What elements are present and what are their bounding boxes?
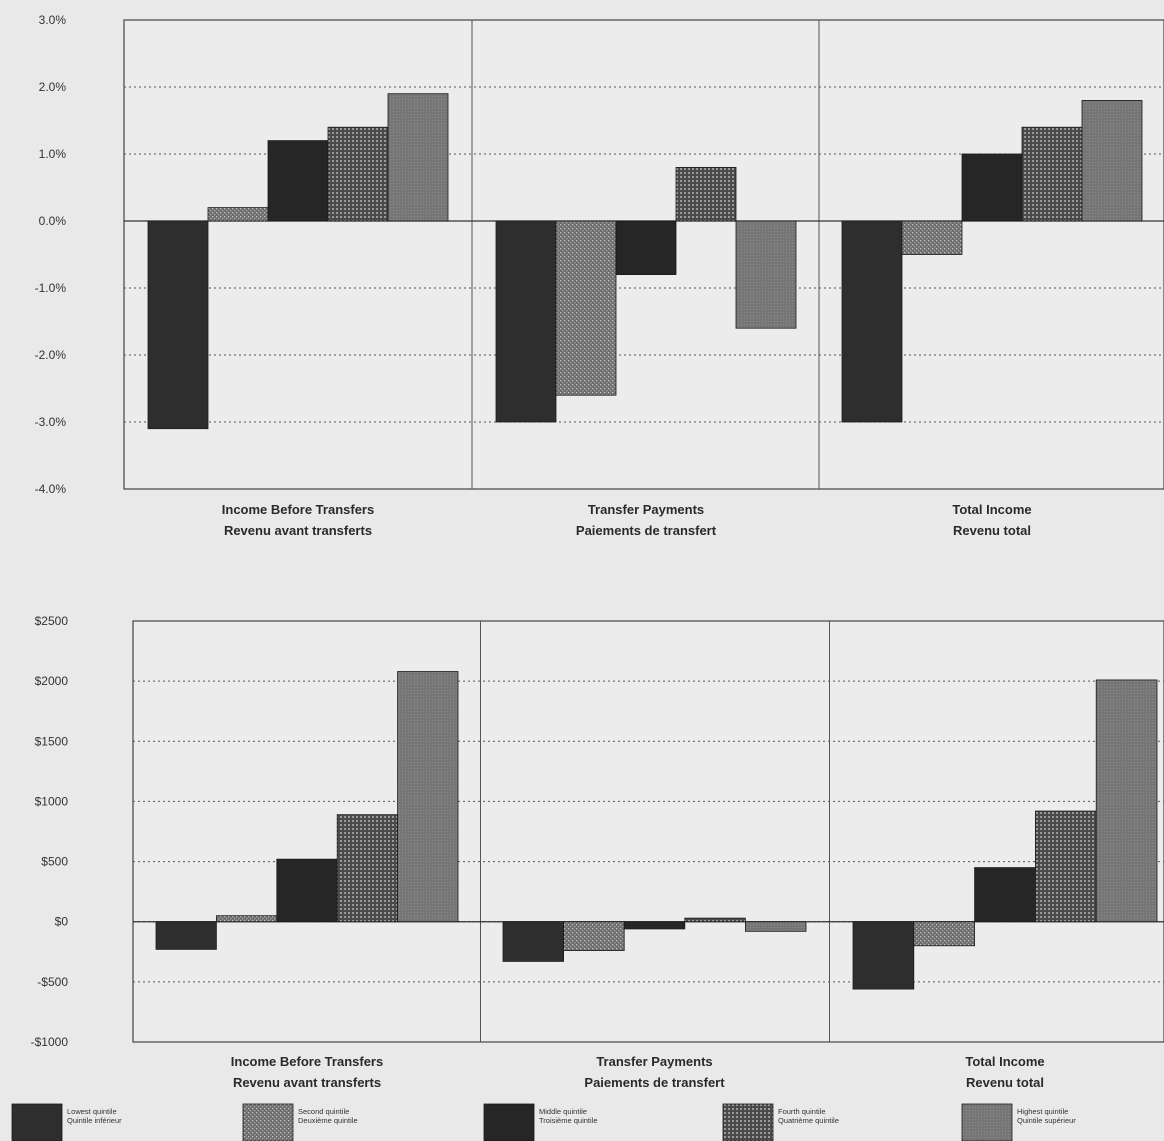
bar (336, 814, 399, 923)
plot-area (132, 620, 1164, 1043)
y-tick-label: $1500 (35, 734, 69, 748)
bar (207, 207, 269, 222)
y-tick-label: -1.0% (35, 281, 67, 295)
bar (901, 220, 963, 255)
legend-label: Fourth quintile (778, 1107, 826, 1116)
y-tick-label: -3.0% (35, 415, 67, 429)
y-tick-label: $1000 (35, 794, 69, 808)
legend-label: Quintile supérieur (1017, 1116, 1076, 1125)
bar (555, 220, 617, 396)
legend-label: Quintile inférieur (67, 1116, 122, 1125)
y-tick-label: $500 (41, 855, 68, 869)
legend-label: Second quintile (298, 1107, 349, 1116)
bar (215, 915, 278, 923)
legend-swatch (961, 1103, 1013, 1141)
y-tick-label: 3.0% (39, 13, 67, 27)
bar (1035, 810, 1097, 923)
bar (623, 921, 686, 930)
legend-label: Middle quintile (539, 1107, 587, 1116)
chart-panel-percent-change: -4.0% -3.0% -2.0% -1.0% 0.0% 1.0% 2.0% 3.0% Inco… (35, 13, 1164, 538)
bar (1095, 679, 1158, 923)
category-label: Total Income (965, 1054, 1044, 1069)
category-label: Transfer Payments (588, 502, 704, 517)
legend-label: Lowest quintile (67, 1107, 117, 1116)
category-label: Revenu total (953, 523, 1031, 538)
chart-panel-dollar-change: -$1000 -$500 $0 $500 $1000 $1500 $2000 $2500 Inc… (31, 614, 1164, 1090)
y-tick-label: -2.0% (35, 348, 67, 362)
y-tick-label: -4.0% (35, 482, 67, 496)
category-label: Total Income (952, 502, 1031, 517)
legend-label: Highest quintile (1017, 1107, 1068, 1116)
bar (1081, 100, 1143, 222)
y-tick-label: $0 (55, 915, 69, 929)
bar (852, 921, 915, 990)
bar (913, 921, 975, 947)
bar (684, 917, 746, 923)
bar (155, 921, 217, 950)
bar (974, 867, 1036, 923)
category-label: Income Before Transfers (231, 1054, 383, 1069)
bar (735, 220, 797, 329)
y-tick-label: 2.0% (39, 80, 67, 94)
category-label: Revenu total (966, 1075, 1044, 1090)
category-label: Paiements de transfert (584, 1075, 725, 1090)
bar (563, 921, 625, 951)
bar (1021, 126, 1083, 222)
legend-swatch (483, 1103, 535, 1141)
bar (267, 140, 329, 222)
bar (961, 153, 1023, 222)
bar (502, 921, 564, 962)
bar (276, 858, 338, 923)
category-label: Revenu avant transferts (233, 1075, 381, 1090)
bar (675, 166, 737, 222)
legend-swatch (11, 1103, 63, 1141)
legend-label: Quatrième quintile (778, 1116, 839, 1125)
y-tick-label: 0.0% (39, 214, 67, 228)
category-label: Transfer Payments (596, 1054, 712, 1069)
bar (147, 220, 209, 430)
y-tick-label: 1.0% (39, 147, 67, 161)
legend-swatch (242, 1103, 294, 1141)
bar (327, 126, 389, 222)
legend-label: Troisième quintile (539, 1116, 598, 1125)
category-label: Revenu avant transferts (224, 523, 372, 538)
y-tick-label: $2500 (35, 614, 69, 628)
legend-swatch (722, 1103, 774, 1141)
bar (841, 220, 903, 423)
bar (397, 671, 459, 923)
bar (387, 93, 449, 222)
y-tick-label: -$500 (37, 975, 68, 989)
legend-label: Deuxième quintile (298, 1116, 358, 1125)
category-label: Income Before Transfers (222, 502, 374, 517)
bar (745, 921, 807, 932)
bar (615, 220, 677, 275)
y-tick-label: $2000 (35, 674, 69, 688)
bar (495, 220, 557, 423)
y-tick-label: -$1000 (31, 1035, 69, 1049)
category-label: Paiements de transfert (576, 523, 717, 538)
